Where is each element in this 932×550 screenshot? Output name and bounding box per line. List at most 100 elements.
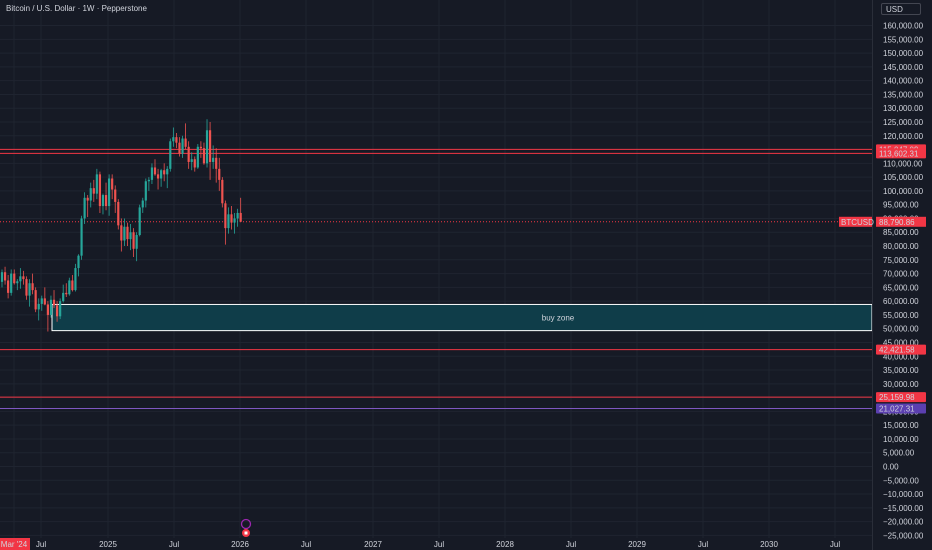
candle: [114, 185, 117, 213]
candle: [141, 197, 144, 213]
candle: [59, 298, 62, 320]
buy-zone-rect[interactable]: [51, 303, 873, 332]
candle: [62, 284, 65, 303]
time-tick-label: Jul: [566, 540, 576, 549]
price-tick-label: −20,000.00: [883, 518, 924, 527]
buy-zone-layer: buy zone: [51, 303, 873, 332]
candle: [74, 263, 77, 292]
price-tick-label: −25,000.00: [883, 531, 924, 540]
candle: [46, 301, 49, 332]
price-tick-label: −5,000.00: [883, 476, 919, 485]
price-tick-label: 55,000.00: [883, 311, 919, 320]
price-tick-label: 45,000.00: [883, 338, 919, 347]
candle: [190, 152, 193, 171]
candle: [120, 218, 123, 252]
candle: [65, 283, 68, 298]
candle: [16, 279, 19, 291]
candle: [208, 122, 212, 180]
price-tick-label: 110,000.00: [883, 159, 923, 168]
earnings-marker-icon[interactable]: [240, 518, 252, 538]
candle: [163, 163, 166, 182]
candle: [71, 274, 74, 292]
candle: [86, 195, 89, 218]
time-tick-label: Jul: [434, 540, 444, 549]
candle: [169, 138, 172, 172]
price-tick-label: 100,000.00: [883, 187, 924, 196]
candle: [117, 199, 120, 230]
price-tick-label: 155,000.00: [883, 35, 924, 44]
price-tick-label: 105,000.00: [883, 173, 924, 182]
candle: [80, 215, 83, 260]
candle: [178, 137, 181, 157]
time-axis: Mar '24 Jul 2025 Jul 2026 Jul 2027 Jul 2028 Jul 20…: [0, 538, 840, 550]
candle: [77, 254, 80, 277]
level-price-label: 25,159.98: [879, 393, 915, 402]
candle: [205, 119, 209, 168]
candle: [111, 174, 114, 200]
price-tick-label: 5,000.00: [883, 449, 915, 458]
candles: [0, 119, 242, 332]
candle: [7, 274, 10, 299]
candle: [123, 218, 126, 247]
candle: [0, 269, 4, 288]
time-tick-label: 2030: [760, 540, 778, 549]
price-tick-label: 120,000.00: [883, 132, 924, 141]
candle: [28, 279, 31, 307]
candle: [239, 197, 242, 222]
price-tick-label: 35,000.00: [883, 366, 919, 375]
candle: [37, 298, 40, 321]
price-tick-label: 60,000.00: [883, 297, 919, 306]
price-tick-label: 15,000.00: [883, 421, 919, 430]
candle: [202, 142, 206, 165]
chart-title: Bitcoin / U.S. Dollar · 1W · Pepperstone: [6, 4, 147, 13]
level-price-tag: [876, 344, 926, 355]
candle: [212, 145, 215, 169]
candle: [132, 228, 135, 258]
price-tick-label: 0.00: [883, 463, 899, 472]
candle: [221, 177, 224, 208]
candle: [199, 141, 202, 158]
candle: [43, 287, 46, 306]
price-tick-label: 50,000.00: [883, 325, 919, 334]
level-price-tag: [876, 403, 926, 414]
price-axis: 160,000.00 155,000.00 150,000.00 145,000.00…: [872, 0, 924, 550]
price-tick-label: 160,000.00: [883, 22, 924, 31]
candle: [144, 178, 147, 208]
candle: [40, 295, 43, 311]
candle: [25, 276, 28, 300]
candle: [52, 290, 56, 309]
current-price-label: 88,790.86: [879, 218, 915, 227]
candle: [98, 171, 102, 213]
candle: [101, 193, 105, 215]
candle: [3, 266, 7, 285]
time-tick-label: 2029: [628, 540, 646, 549]
price-tick-label: 75,000.00: [883, 256, 919, 265]
time-tick-label: Jul: [36, 540, 46, 549]
price-tick-label: 70,000.00: [883, 270, 919, 279]
candle: [156, 168, 160, 190]
candle: [83, 192, 86, 224]
candle: [129, 223, 132, 251]
candle: [233, 212, 236, 234]
candle: [108, 174, 111, 216]
price-tick-label: 85,000.00: [883, 228, 919, 237]
candle: [227, 207, 230, 234]
currency-selector-button[interactable]: USD: [881, 3, 921, 15]
candle: [236, 208, 239, 227]
buy-zone-label: buy zone: [542, 314, 575, 323]
symbol-tag: [839, 216, 872, 227]
candle: [13, 269, 16, 285]
candle: [224, 200, 227, 245]
time-tick-label: Jul: [169, 540, 179, 549]
price-tick-label: 130,000.00: [883, 104, 924, 113]
candle: [10, 269, 13, 296]
level-price-tag: [876, 392, 926, 403]
candle: [184, 123, 187, 150]
time-tick-label: Jul: [830, 540, 840, 549]
level-price-label: 113,602.31: [879, 149, 919, 158]
time-tick-label: 2026: [231, 540, 249, 549]
level-lines: [0, 148, 872, 410]
level-price-label: 21,027.31: [879, 405, 915, 414]
candle: [49, 295, 53, 318]
